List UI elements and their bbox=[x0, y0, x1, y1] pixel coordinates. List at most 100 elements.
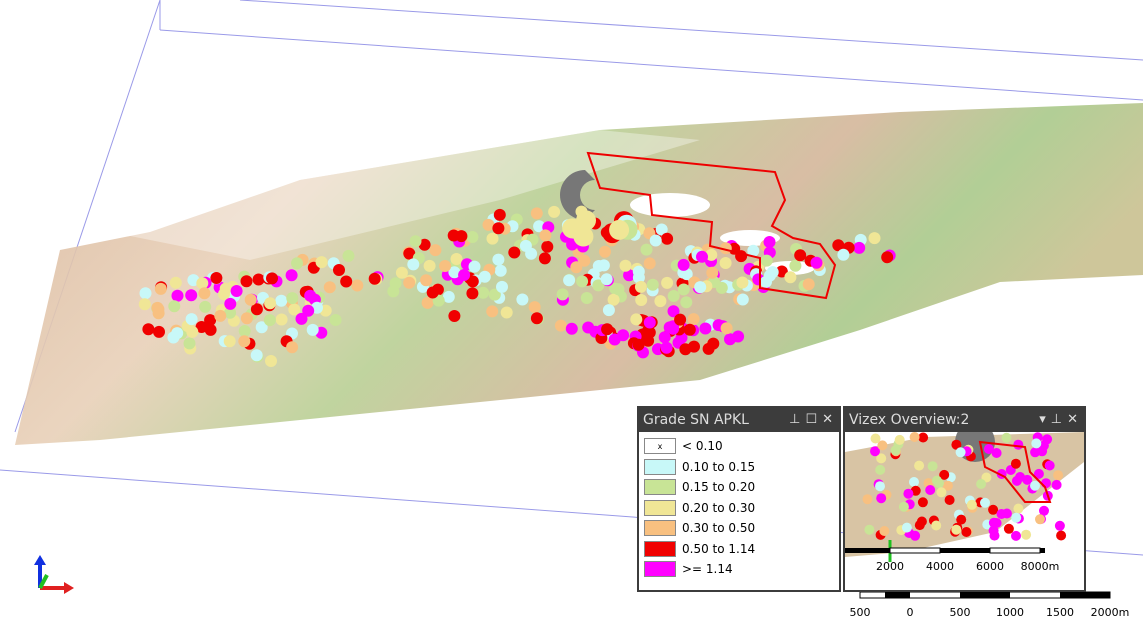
drillhole-point bbox=[619, 259, 632, 272]
overview-point bbox=[942, 480, 953, 491]
drillhole-point bbox=[494, 264, 507, 277]
drillhole-point bbox=[516, 293, 529, 306]
overview-point bbox=[956, 514, 967, 525]
panel-title-text: Vizex Overview:2 bbox=[849, 412, 970, 428]
menu-button[interactable]: ▾ bbox=[1039, 412, 1046, 427]
drillhole-point bbox=[455, 230, 468, 243]
overview-point bbox=[944, 495, 955, 505]
drillhole-point bbox=[286, 341, 299, 354]
overview-point bbox=[961, 527, 972, 537]
drillhole-point bbox=[802, 278, 815, 291]
overview-point bbox=[875, 464, 886, 475]
close-button[interactable]: ✕ bbox=[822, 412, 833, 427]
overview-point bbox=[918, 432, 929, 443]
overview-point bbox=[898, 501, 909, 512]
overview-point bbox=[1001, 432, 1012, 443]
maximize-button[interactable]: ☐ bbox=[805, 412, 818, 427]
drillhole-point bbox=[530, 207, 543, 220]
drillhole-point bbox=[683, 323, 696, 336]
overview-point bbox=[901, 522, 912, 533]
drillhole-point bbox=[538, 252, 551, 265]
drillhole-point bbox=[171, 327, 184, 340]
drillhole-point bbox=[439, 260, 452, 272]
drillhole-point bbox=[565, 322, 578, 335]
drillhole-point bbox=[706, 266, 719, 279]
drillhole-point bbox=[640, 243, 653, 256]
scale-label: 1000 bbox=[996, 606, 1024, 619]
overview-point bbox=[966, 499, 977, 510]
drillhole-point bbox=[244, 293, 257, 306]
drillhole-point bbox=[466, 287, 479, 300]
drillhole-point bbox=[654, 295, 667, 308]
drillhole-point bbox=[333, 264, 345, 276]
overview-point bbox=[870, 446, 880, 457]
drillhole-point bbox=[342, 249, 355, 262]
drillhole-point bbox=[789, 259, 802, 272]
drillhole-point bbox=[760, 254, 773, 267]
legend-swatch bbox=[644, 458, 676, 475]
drillhole-point bbox=[295, 312, 308, 325]
drillhole-point bbox=[576, 210, 596, 231]
drillhole-points bbox=[138, 205, 896, 367]
drillhole-point bbox=[655, 223, 668, 236]
legend-item: >= 1.14 bbox=[639, 559, 839, 580]
legend-swatch bbox=[644, 520, 676, 537]
drillhole-point bbox=[539, 229, 552, 242]
terrain bbox=[15, 103, 1143, 445]
drillhole-point bbox=[528, 301, 541, 314]
overview-point bbox=[1001, 508, 1012, 519]
drillhole-point bbox=[663, 321, 676, 334]
drillhole-point bbox=[204, 323, 217, 336]
legend-swatch bbox=[644, 561, 676, 578]
pit-outline bbox=[586, 151, 837, 300]
drillhole-point bbox=[775, 265, 788, 278]
drillhole-point bbox=[186, 325, 199, 338]
drillhole-point bbox=[466, 231, 479, 243]
drillhole-point bbox=[646, 278, 659, 291]
drillhole-point bbox=[868, 232, 881, 245]
overview-point bbox=[1010, 458, 1021, 469]
drillhole-point bbox=[837, 248, 850, 261]
legend-label: 0.10 to 0.15 bbox=[682, 459, 756, 474]
drillhole-point bbox=[832, 239, 845, 252]
drillhole-point bbox=[250, 303, 263, 316]
overview-point bbox=[1038, 440, 1049, 451]
overview-point bbox=[927, 461, 938, 472]
drillhole-point bbox=[466, 275, 479, 288]
drillhole-point bbox=[667, 305, 680, 318]
drillhole-point bbox=[291, 257, 303, 270]
overview-point bbox=[1031, 438, 1042, 449]
close-button[interactable]: ✕ bbox=[1067, 412, 1078, 427]
drillhole-point bbox=[643, 257, 656, 270]
drillhole-point bbox=[340, 275, 353, 288]
drillhole-point bbox=[423, 259, 436, 272]
drillhole-point bbox=[263, 314, 276, 327]
drillhole-point bbox=[632, 338, 645, 351]
drillhole-point bbox=[409, 235, 422, 248]
drillhole-point bbox=[617, 329, 630, 342]
drillhole-point bbox=[500, 306, 513, 319]
drillhole-point bbox=[387, 285, 400, 298]
drillhole-point bbox=[240, 312, 253, 325]
drillhole-point bbox=[680, 296, 693, 309]
overview-point bbox=[1021, 529, 1032, 540]
drillhole-point bbox=[674, 313, 687, 326]
overview-point bbox=[870, 433, 881, 444]
pin-button[interactable]: ⊥ bbox=[789, 412, 801, 427]
overview-point bbox=[931, 520, 942, 531]
drillhole-point bbox=[719, 257, 732, 269]
drillhole-point bbox=[351, 279, 364, 292]
drillhole-point bbox=[196, 277, 209, 290]
legend-label: < 0.10 bbox=[682, 439, 723, 454]
overview-point bbox=[991, 448, 1002, 458]
drillhole-point bbox=[477, 286, 490, 299]
drillhole-point bbox=[702, 342, 715, 355]
drillhole-point bbox=[705, 248, 718, 261]
overview-point bbox=[983, 444, 994, 454]
overview-point bbox=[939, 469, 950, 480]
overview-point bbox=[894, 434, 905, 445]
overview-point bbox=[890, 445, 901, 456]
scale-label: 1500 bbox=[1046, 606, 1074, 619]
pin-button[interactable]: ⊥ bbox=[1050, 412, 1063, 427]
overview-point bbox=[876, 453, 887, 464]
